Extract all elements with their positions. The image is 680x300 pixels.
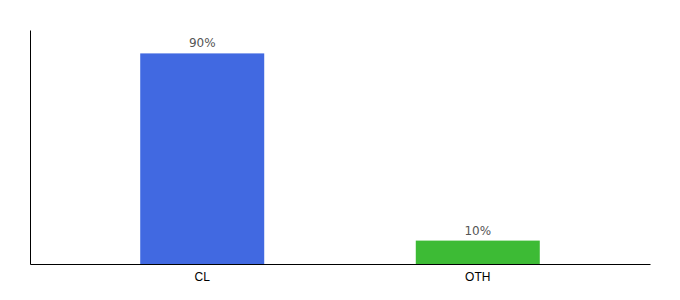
y-axis-line [30, 31, 31, 265]
x-axis-line [31, 264, 651, 265]
x-tick: CL [195, 264, 211, 284]
data-labels: 90% 10% [189, 36, 491, 237]
x-tick: OTH [465, 264, 490, 284]
bar [140, 53, 264, 264]
bars [140, 53, 540, 264]
chart: CL OTH 90% 10% [0, 0, 680, 300]
bar [416, 241, 540, 264]
y-axis [30, 31, 31, 265]
x-tick-label: OTH [465, 270, 490, 284]
data-label: 90% [189, 36, 216, 50]
x-axis: CL OTH [31, 264, 651, 284]
data-label: 10% [464, 224, 491, 238]
plot-area: CL OTH 90% 10% [31, 31, 651, 284]
chart-container: CL OTH 90% 10% [0, 0, 680, 300]
x-tick-label: CL [195, 270, 211, 284]
